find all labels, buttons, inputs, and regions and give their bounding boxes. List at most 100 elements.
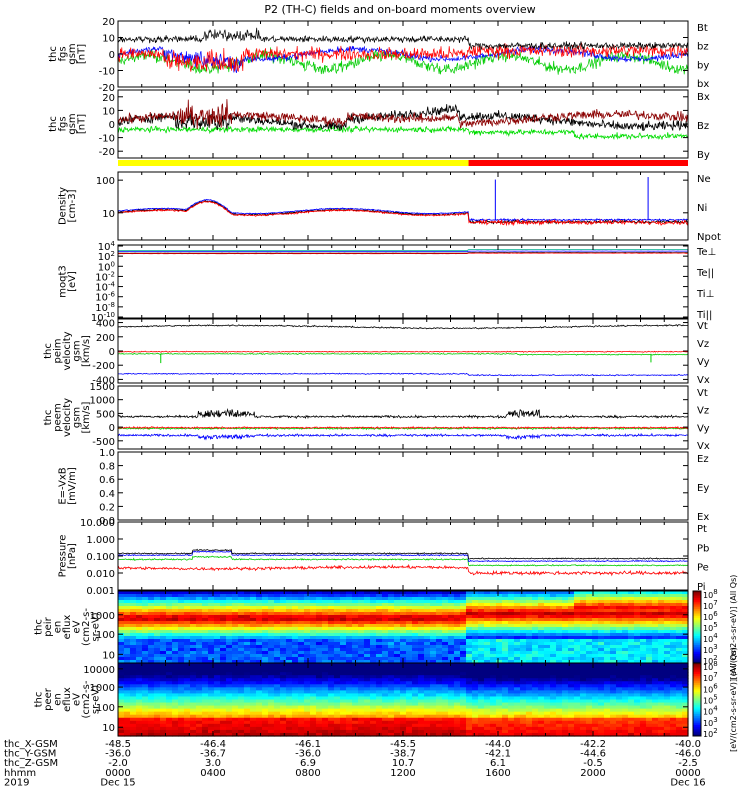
spectro-cell xyxy=(154,603,161,607)
spectro-cell xyxy=(346,711,353,716)
spectro-cell xyxy=(550,624,557,628)
spectro-cell xyxy=(556,594,563,598)
spectro-cell xyxy=(358,690,365,695)
spectro-cell xyxy=(382,591,389,595)
spectro-cell xyxy=(154,684,161,688)
spectro-cell xyxy=(232,690,239,695)
colorbar-cell xyxy=(693,661,701,664)
spectro-cell xyxy=(652,657,659,661)
spectro-cell xyxy=(448,672,455,676)
spectro-cell xyxy=(592,603,599,607)
spectro-cell xyxy=(340,624,347,628)
spectro-cell xyxy=(640,618,647,622)
spectro-cell xyxy=(616,660,623,664)
spectro-cell xyxy=(148,603,155,607)
spectro-cell xyxy=(502,630,509,634)
spectro-cell xyxy=(166,624,173,628)
spectro-cell xyxy=(394,678,401,682)
colorbar-cell xyxy=(693,616,701,619)
spectro-cell xyxy=(214,624,221,628)
spectro-cell xyxy=(346,723,353,728)
spectro-cell xyxy=(334,648,341,652)
spectro-cell xyxy=(250,696,257,701)
spectro-cell xyxy=(184,714,191,719)
spectro-cell xyxy=(514,717,521,722)
spectro-cell xyxy=(118,645,125,649)
spectro-cell xyxy=(574,594,581,598)
spectro-cell xyxy=(124,726,131,731)
spectro-cell xyxy=(208,633,215,637)
spectro-cell xyxy=(202,636,209,640)
spectro-cell xyxy=(562,702,569,707)
spectro-cell xyxy=(316,657,323,661)
spectro-cell xyxy=(148,666,155,670)
spectro-cell xyxy=(280,681,287,685)
spectro-cell xyxy=(232,723,239,728)
spectro-cell xyxy=(202,669,209,673)
spectro-cell xyxy=(316,669,323,673)
spectro-cell xyxy=(160,702,167,707)
spectro-cell xyxy=(214,660,221,664)
spectro-cell xyxy=(178,663,185,667)
spectro-cell xyxy=(580,729,587,734)
spectro-cell xyxy=(634,642,641,646)
spectro-cell xyxy=(190,687,197,691)
spectro-cell xyxy=(340,702,347,707)
spectro-cell xyxy=(466,720,473,725)
spectro-cell xyxy=(526,720,533,725)
spectro-cell xyxy=(478,621,485,625)
spectro-cell xyxy=(658,618,665,622)
spectro-cell xyxy=(376,618,383,622)
spectro-cell xyxy=(166,726,173,731)
spectro-cell xyxy=(298,600,305,604)
spectro-cell xyxy=(394,708,401,713)
spectro-cell xyxy=(268,606,275,610)
spectro-cell xyxy=(190,726,197,731)
spectro-cell xyxy=(232,729,239,734)
spectro-cell xyxy=(310,687,317,691)
spectro-cell xyxy=(232,717,239,722)
spectro-cell xyxy=(430,729,437,734)
spectro-cell xyxy=(142,639,149,643)
colorbar-cell xyxy=(693,659,701,662)
spectro-cell xyxy=(304,600,311,604)
spectro-cell xyxy=(316,642,323,646)
spectro-cell xyxy=(454,660,461,664)
spectro-cell xyxy=(538,654,545,658)
spectro-cell xyxy=(286,636,293,640)
spectro-cell xyxy=(286,678,293,682)
spectro-cell xyxy=(406,696,413,701)
spectro-cell xyxy=(622,621,629,625)
spectro-cell xyxy=(178,612,185,616)
spectro-cell xyxy=(406,717,413,722)
spectro-cell xyxy=(328,669,335,673)
spectro-cell xyxy=(412,648,419,652)
y-axis-label-2-1: [cm-3] xyxy=(67,189,78,222)
spectro-cell xyxy=(376,639,383,643)
spectro-cell xyxy=(136,687,143,691)
spectro-cell xyxy=(160,708,167,713)
spectro-cell xyxy=(316,699,323,704)
spectro-cell xyxy=(442,684,449,688)
spectro-cell xyxy=(274,681,281,685)
spectro-cell xyxy=(676,594,683,598)
spectro-cell xyxy=(580,597,587,601)
spectro-cell xyxy=(490,612,497,616)
spectro-cell xyxy=(388,693,395,698)
spectro-cell xyxy=(400,708,407,713)
spectro-cell xyxy=(184,675,191,679)
spectro-cell xyxy=(382,699,389,704)
spectro-cell xyxy=(214,705,221,710)
spectro-cell xyxy=(202,708,209,713)
spectro-cell xyxy=(580,705,587,710)
spectro-cell xyxy=(520,666,527,670)
spectro-cell xyxy=(478,675,485,679)
spectro-cell xyxy=(322,663,329,667)
spectro-cell xyxy=(238,729,245,734)
spectro-cell xyxy=(214,732,221,737)
spectro-cell xyxy=(196,666,203,670)
spectro-cell xyxy=(310,591,317,595)
spectro-cell xyxy=(568,597,575,601)
spectro-cell xyxy=(430,681,437,685)
spectro-cell xyxy=(580,678,587,682)
